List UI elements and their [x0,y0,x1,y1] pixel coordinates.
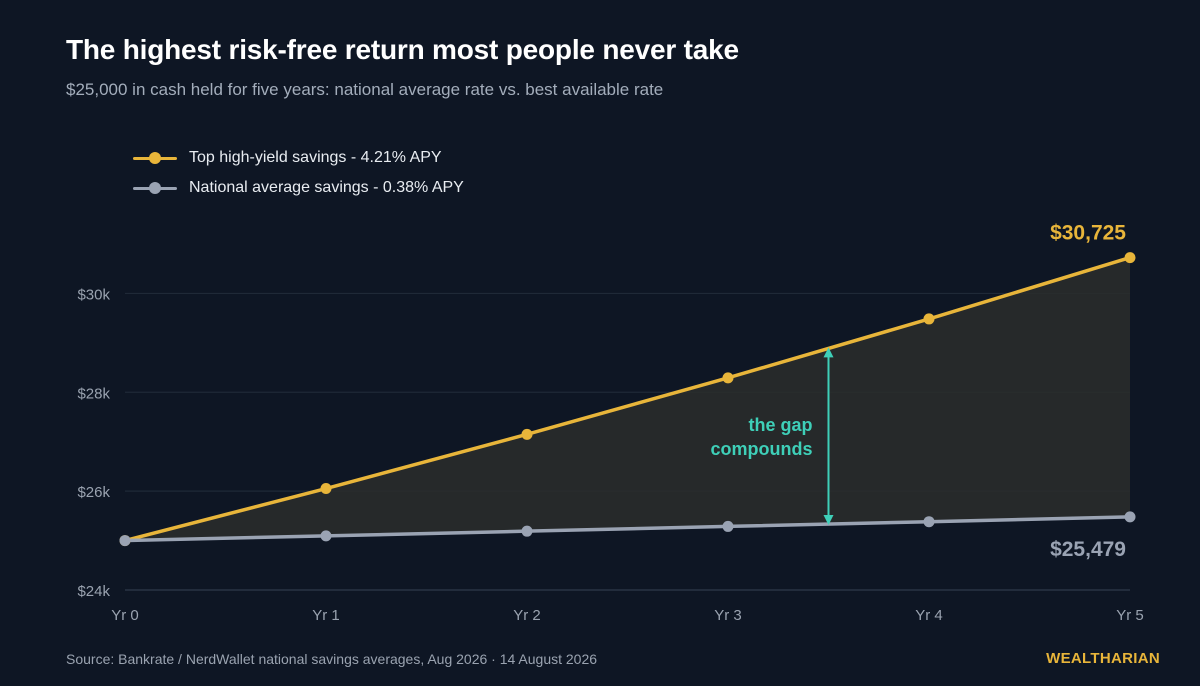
gap-annotation-line-0: the gap [748,415,812,435]
x-tick-label-1: Yr 1 [312,607,340,624]
y-tick-label-3: $30k [77,286,110,303]
series-line-high-yield [123,255,1132,543]
x-tick-label-3: Yr 3 [714,607,742,624]
data-point-high-yield-4 [923,313,935,325]
y-tick-label-0: $24k [77,583,110,600]
end-label-high-yield: $30,725 [1050,222,1126,245]
x-tick-label-0: Yr 0 [111,607,139,624]
x-tick-label-2: Yr 2 [513,607,541,624]
data-point-high-yield-5 [1124,252,1136,264]
series-line-national-average [123,515,1132,543]
data-point-national-average-2 [521,525,533,537]
y-tick-label-1: $26k [77,484,110,501]
gap-area [125,257,1130,541]
data-point-national-average-5 [1124,511,1136,523]
data-point-high-yield-3 [722,372,734,384]
legend-item-national-average: National average savings - 0.38% APY [133,173,464,203]
legend-label-high-yield: Top high-yield savings - 4.21% APY [189,149,442,166]
legend-label-national-average: National average savings - 0.38% APY [189,179,464,196]
data-point-national-average-4 [923,516,935,528]
y-tick-label-2: $28k [77,385,110,402]
legend-swatch-national-average [133,178,177,198]
x-tick-label-5: Yr 5 [1116,607,1144,624]
chart-subtitle: $25,000 in cash held for five years: nat… [66,80,664,99]
data-point-national-average-3 [722,520,734,532]
data-point-national-average-1 [320,530,332,542]
gap-annotation-line-1: compounds [711,439,813,459]
end-label-national-average: $25,479 [1050,538,1126,561]
legend: Top high-yield savings - 4.21% APY Natio… [133,143,464,203]
data-point-high-yield-1 [320,483,332,495]
x-tick-label-4: Yr 4 [915,607,943,624]
legend-swatch-high-yield [133,148,177,168]
data-point-national-average-0 [119,535,131,547]
source-note: Source: Bankrate / NerdWallet national s… [66,651,598,667]
chart-title: The highest risk-free return most people… [66,34,739,65]
brand-logo: WEALTHARIAN [1046,650,1160,667]
data-point-high-yield-2 [521,428,533,440]
legend-item-high-yield: Top high-yield savings - 4.21% APY [133,143,464,173]
